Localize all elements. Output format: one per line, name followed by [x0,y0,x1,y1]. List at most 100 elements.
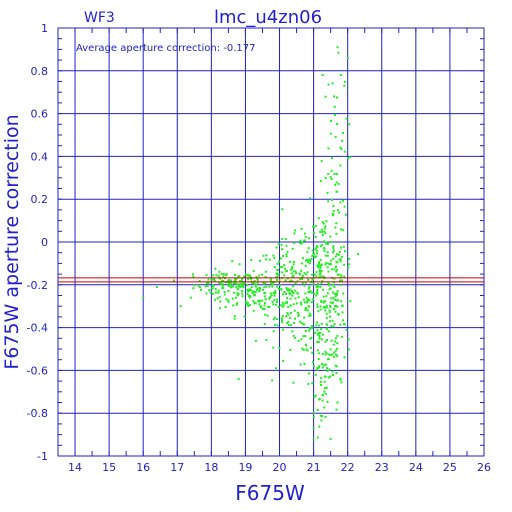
data-point [302,348,305,351]
data-point [217,274,220,277]
data-point [316,292,319,295]
data-point [302,335,305,338]
data-point [304,264,307,267]
data-point [210,278,213,281]
data-point [332,343,335,346]
data-point [290,268,293,271]
data-point [320,419,323,422]
data-point [313,292,316,295]
data-point [308,285,311,288]
data-point [329,262,332,265]
data-point [309,290,312,293]
data-point [305,296,308,299]
data-point [335,353,338,356]
data-point [275,278,278,281]
data-point [317,282,320,285]
data-point [285,253,288,256]
data-point [236,292,239,295]
data-point [333,268,336,271]
data-point [278,279,281,282]
data-point [235,303,238,306]
data-point [320,263,323,266]
data-point [261,299,264,302]
data-point [208,289,211,292]
data-point [294,282,297,285]
data-point [335,268,338,271]
data-point [320,282,323,285]
data-point [311,326,314,329]
data-point [321,394,324,397]
data-point [319,331,322,334]
data-point [287,320,290,323]
data-point [256,287,259,290]
data-point [336,401,339,404]
data-point [338,253,341,256]
data-point [331,301,334,304]
data-point [357,253,360,256]
data-point [321,221,324,224]
data-point [332,213,335,216]
data-point [294,317,297,320]
data-point [285,270,288,273]
data-point [312,252,315,255]
data-point [302,274,305,277]
data-point [301,347,304,350]
data-point [292,275,295,278]
data-point [231,297,234,300]
data-point [245,300,248,303]
data-point [316,436,319,439]
data-point [258,288,261,291]
data-point [262,254,265,257]
data-point [228,282,231,285]
data-point [243,275,246,278]
data-point [311,325,314,328]
data-point [284,279,287,282]
data-point [325,295,328,298]
data-point [306,300,309,303]
data-point [219,282,222,285]
data-point [211,292,214,295]
data-point [319,258,322,261]
data-point [313,231,316,234]
data-point [316,349,319,352]
data-point [248,296,251,299]
data-point [290,289,293,292]
data-point [329,132,332,135]
data-point [207,281,210,284]
data-point [343,263,346,266]
data-point [218,307,221,310]
data-point [286,289,289,292]
data-point [223,291,226,294]
data-point [335,294,338,297]
data-point [214,288,217,291]
data-point [252,270,255,273]
data-point [331,157,334,160]
data-point [320,328,323,331]
data-point [233,273,236,276]
data-point [278,347,281,350]
data-point [332,249,335,252]
data-point [275,367,278,370]
data-point [327,262,330,265]
data-point [340,147,343,150]
data-point [227,280,230,283]
data-point [320,322,323,325]
data-point [342,323,345,326]
data-point [336,334,339,337]
data-point [305,307,308,310]
data-point [324,415,327,418]
data-point [264,281,267,284]
data-point [342,132,345,135]
data-point [279,284,282,287]
data-point [306,349,309,352]
data-point [314,373,317,376]
data-point [268,285,271,288]
data-point [304,236,307,239]
data-point [323,387,326,390]
x-tick-label: 16 [136,461,150,474]
data-point [316,340,319,343]
data-point [292,303,295,306]
data-point [205,281,208,284]
data-point [341,311,344,314]
data-point [339,74,342,77]
